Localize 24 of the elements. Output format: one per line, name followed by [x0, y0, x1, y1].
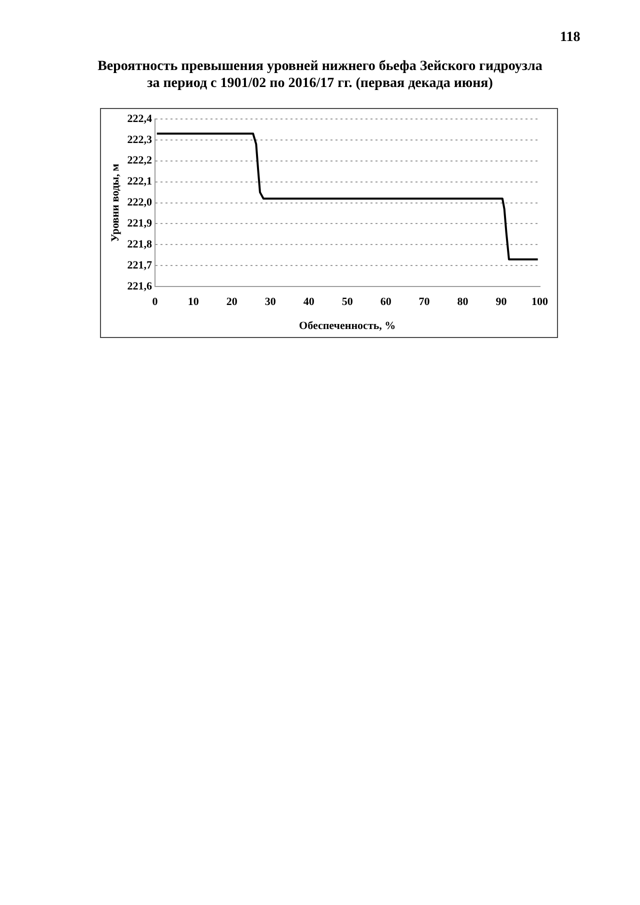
y-tick-label: 222,3 — [127, 134, 152, 146]
x-tick-label: 10 — [188, 296, 200, 308]
y-tick-label: 222,4 — [127, 112, 152, 125]
y-axis-title: Уровни воды, м — [109, 163, 122, 242]
y-tick-label: 222,0 — [127, 196, 152, 209]
chart-title: Вероятность превышения уровней нижнего бьефа Зейского гидроузла за период с 1901/02 по 2016/17 гг. (первая декада июня) — [96, 58, 544, 92]
y-tick-label: 221,6 — [127, 280, 152, 292]
x-tick-label: 50 — [342, 296, 354, 308]
y-tick-label: 222,1 — [127, 176, 152, 188]
x-tick-label: 0 — [152, 296, 158, 308]
x-tick-label: 30 — [264, 296, 276, 308]
y-tick-label: 221,9 — [127, 218, 152, 230]
x-tick-label: 60 — [380, 296, 392, 308]
x-tick-label: 100 — [532, 296, 548, 308]
x-axis-title: Обеспеченность, % — [299, 320, 396, 332]
x-tick-label: 40 — [303, 296, 315, 308]
x-tick-label: 20 — [226, 296, 238, 308]
y-tick-label: 222,2 — [127, 154, 152, 167]
x-tick-label: 80 — [457, 296, 469, 308]
y-tick-label: 221,8 — [127, 238, 152, 251]
x-tick-label: 90 — [496, 296, 508, 308]
x-tick-label: 70 — [418, 296, 430, 308]
text: 118 — [560, 30, 580, 46]
y-tick-label: 221,7 — [127, 259, 152, 272]
